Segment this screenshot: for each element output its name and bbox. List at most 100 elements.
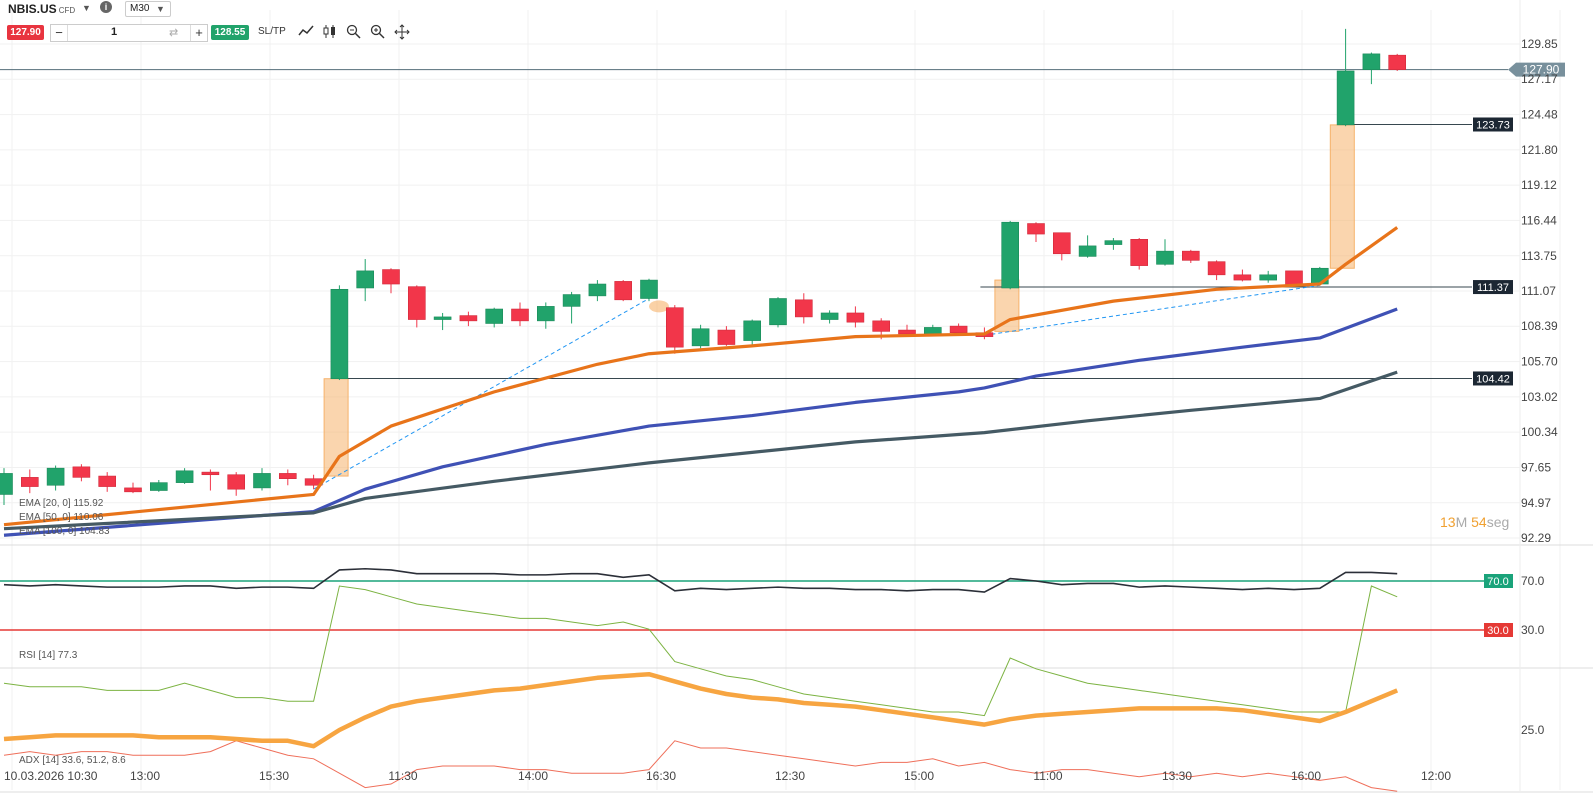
candle-up[interactable] [175,470,194,483]
candle-up[interactable] [562,294,581,307]
sltp-button[interactable]: SL/TP [258,26,286,37]
info-icon[interactable]: i [100,1,112,13]
candle-down[interactable] [20,477,39,487]
line-chart-icon[interactable] [298,24,314,38]
crosshair-icon[interactable] [394,24,410,40]
level-label: 111.37 [1477,282,1509,294]
candle-down[interactable] [1388,54,1406,70]
adx-di-minus-line[interactable] [3,740,1398,792]
candle-down[interactable] [278,473,297,479]
candle-up[interactable] [743,320,762,341]
candle-up[interactable] [0,473,13,495]
candle-down[interactable] [846,312,865,323]
candle-down[interactable] [72,466,91,478]
rsi-line[interactable] [3,567,1398,593]
ema20-line[interactable] [3,226,1399,527]
quantity-increase-button[interactable]: + [190,25,207,41]
price-tick-label: 103.02 [1521,390,1558,404]
candles-icon[interactable] [322,24,338,40]
symbol-dropdown-icon[interactable]: ▼ [82,3,91,13]
candle-down[interactable] [1233,274,1252,281]
time-tick-label: 12:00 [1421,769,1451,783]
candle-down[interactable] [665,307,684,348]
ema50-legend[interactable]: EMA [50, 0] 110.06 [19,512,104,523]
quantity-input[interactable]: 1 [111,26,118,38]
rsi-level-tag-label: 70.0 [1487,576,1508,588]
ema100-line[interactable] [3,370,1398,531]
ema20-legend[interactable]: EMA [20, 0] 115.92 [19,498,104,509]
timeframe-select[interactable]: M30 ▼ [125,1,171,17]
trend-line[interactable] [313,298,650,490]
candle-down[interactable] [1053,232,1071,255]
candle-up[interactable] [820,312,839,320]
candle-up[interactable] [536,306,555,322]
candle-up[interactable] [588,283,607,297]
candle-up[interactable] [356,270,375,289]
candle-up[interactable] [1336,70,1355,126]
candle-up[interactable] [433,316,452,320]
candle-down[interactable] [1027,223,1045,235]
candle-down[interactable] [1285,270,1303,286]
candle-up[interactable] [640,279,658,299]
candle-down[interactable] [1207,261,1226,276]
candle-down[interactable] [227,474,245,490]
trend-line[interactable] [984,284,1320,336]
candle-up[interactable] [1362,53,1381,70]
rsi-legend[interactable]: RSI [14] 77.3 [19,650,78,661]
candle-down[interactable] [1130,239,1148,266]
candle-up[interactable] [1311,267,1329,285]
candle-down[interactable] [717,329,736,345]
symbol-selector[interactable]: NBIS.US CFD [8,2,75,16]
candle-down[interactable] [407,286,426,320]
candle-down[interactable] [382,269,400,285]
candle-down[interactable] [872,320,891,332]
adx-legend[interactable]: ADX [14] 33.6, 51.2, 8.6 [19,755,126,766]
candle-down[interactable] [124,487,142,493]
timer-minutes: 13 [1440,514,1456,530]
zoom-out-icon[interactable] [346,24,362,40]
candle-up[interactable] [330,288,349,380]
candle-down[interactable] [459,315,478,322]
price-tick-label: 92.29 [1521,531,1551,545]
candle-up[interactable] [485,308,504,324]
candle-up[interactable] [1001,221,1020,289]
sell-button[interactable]: 127.90 [7,25,44,40]
candle-down[interactable] [949,325,968,333]
zoom-in-icon[interactable] [370,24,386,40]
quantity-stepper[interactable]: − 1 ⇄ + [50,24,208,42]
candle-down[interactable] [614,281,633,301]
candle-up[interactable] [923,327,942,335]
swap-icon[interactable]: ⇄ [169,27,179,39]
candle-up[interactable] [150,482,168,491]
quantity-decrease-button[interactable]: − [51,25,68,41]
candle-down[interactable] [201,471,220,476]
candle-down[interactable] [98,475,116,487]
price-tick-label: 124.48 [1521,108,1558,122]
candle-up[interactable] [46,467,65,486]
time-tick-label: 15:30 [259,769,289,783]
level-label: 104.42 [1476,373,1510,385]
candle-up[interactable] [1104,240,1123,245]
candle-up[interactable] [769,298,787,326]
timeframe-value: M30 [130,3,150,14]
adx-di-plus-line[interactable] [3,585,1398,717]
candle-up[interactable] [1078,245,1097,257]
candle-up[interactable] [1156,250,1174,265]
gap-box[interactable] [1329,124,1355,269]
buy-button[interactable]: 128.55 [211,25,249,40]
rsi-axis-label: 70.0 [1521,574,1545,588]
ema50-line[interactable] [3,307,1398,537]
candle-up[interactable] [691,328,710,347]
candle-down[interactable] [898,329,916,335]
candle-down[interactable] [511,308,529,322]
candle-up[interactable] [253,473,271,489]
ema100-legend[interactable]: EMA [100, 0] 104.83 [19,526,110,537]
trendline-anchor-marker[interactable] [649,300,669,313]
adx-main-line[interactable] [3,671,1399,749]
candle-up[interactable] [1259,274,1277,281]
time-tick-label: 10.03.2026 10:30 [4,769,98,783]
level-label-bg [1473,117,1513,132]
candle-down[interactable] [794,299,813,318]
candle-down[interactable] [1182,250,1200,261]
